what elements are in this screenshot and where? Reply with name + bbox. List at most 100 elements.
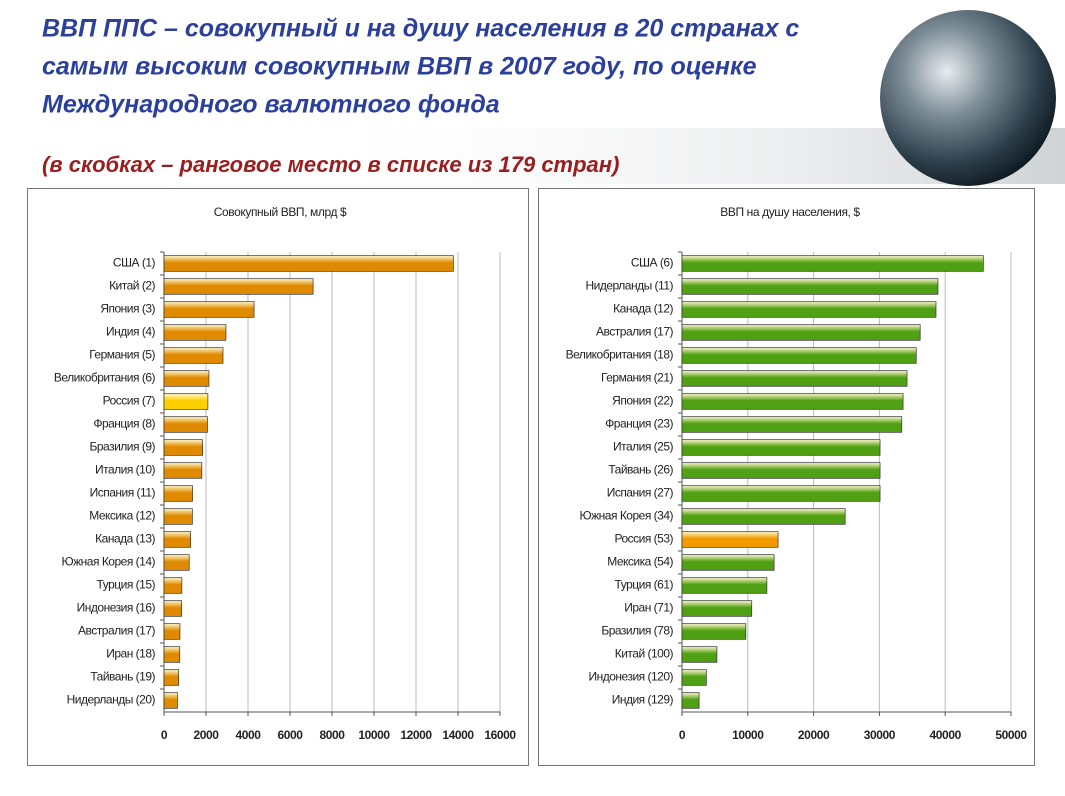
bar [163,278,314,295]
subtitle: (в скобках – ранговое место в списке из … [42,152,619,177]
bar [681,370,908,387]
bar [681,439,881,456]
y-tick-label: Южная Корея (34) [580,509,674,523]
globe [880,10,1056,186]
y-tick-label: Австралия (17) [78,624,155,638]
y-tick-label: Франция (23) [605,417,673,431]
y-tick-label: Канада (13) [95,532,155,546]
bar [681,278,939,295]
y-tick-label: Испания (27) [607,486,674,500]
bar [681,393,904,410]
y-tick-label: Мексика (12) [89,509,155,523]
bar [681,600,753,617]
y-tick-label: Бразилия (9) [90,440,156,454]
bar [163,508,193,525]
x-tick-label: 12000 [400,728,432,742]
bar [163,370,210,387]
bar [681,462,881,479]
y-tick-label: Китай (2) [109,279,155,293]
bar [681,531,779,548]
bar [163,623,181,640]
y-tick-label: Германия (5) [89,348,155,362]
bar [163,393,209,410]
bar [681,255,984,272]
y-tick-label: Австралия (17) [596,325,673,339]
bar [163,577,183,594]
y-tick-label: Турция (15) [97,578,156,592]
bar [681,623,747,640]
x-tick-label: 40000 [930,728,962,742]
y-tick-label: Индонезия (16) [77,601,156,615]
y-tick-label: Тайвань (26) [608,463,673,477]
y-tick-label: Турция (61) [615,578,674,592]
y-tick-label: Германия (21) [601,371,673,385]
y-tick-label: Мексика (54) [607,555,673,569]
y-tick-label: Бразилия (78) [601,624,673,638]
x-tick-label: 0 [679,728,686,742]
title-line: Международного валютного фонда [42,91,500,119]
y-tick-label: США (6) [631,256,674,270]
bar [681,416,903,433]
y-tick-label: Нидерланды (20) [67,693,156,707]
y-tick-label: Южная Корея (14) [62,555,156,569]
y-tick-label: США (1) [113,256,156,270]
bar [163,347,224,364]
bar [163,324,227,341]
x-tick-label: 20000 [798,728,830,742]
bar [681,485,881,502]
y-tick-label: Россия (53) [614,532,673,546]
plot-area [682,252,1011,712]
bar [681,554,775,571]
x-tick-label: 10000 [732,728,764,742]
x-tick-label: 50000 [995,728,1027,742]
bar [681,508,846,525]
title-line: ВВП ППС – совокупный и на душу населения… [42,15,799,43]
x-tick-label: 0 [161,728,168,742]
bar [681,347,917,364]
y-tick-label: Индия (129) [612,693,674,707]
bar [163,531,192,548]
bar [681,669,707,686]
bar [163,692,178,709]
x-tick-label: 10000 [358,728,390,742]
bar [681,301,937,318]
bar [163,255,454,272]
y-tick-label: Италия (25) [613,440,674,454]
y-tick-label: Франция (8) [93,417,155,431]
x-tick-label: 4000 [235,728,261,742]
bar [163,600,182,617]
x-tick-label: 6000 [277,728,303,742]
chart-title: Совокупный ВВП, млрд $ [214,205,347,219]
y-tick-label: Иран (18) [106,647,155,661]
chart-title: ВВП на душу населения, $ [720,205,860,219]
y-tick-label: Италия (10) [95,463,156,477]
bar [163,439,203,456]
x-tick-label: 16000 [484,728,516,742]
bar [681,577,768,594]
title-line: самым высоким совокупным ВВП в 2007 году… [42,53,757,81]
y-tick-label: Нидерланды (11) [585,279,673,293]
x-tick-label: 30000 [864,728,896,742]
y-tick-label: Индия (4) [106,325,155,339]
y-tick-label: Китай (100) [615,647,674,661]
bar [163,462,203,479]
bar [163,554,190,571]
y-tick-label: Япония (3) [100,302,155,316]
bar [681,646,718,663]
bar [681,692,700,709]
y-tick-label: Великобритания (18) [566,348,674,362]
y-tick-label: Тайвань (19) [90,670,155,684]
bar [163,485,193,502]
y-tick-label: Испания (11) [90,486,156,500]
bar [163,646,181,663]
y-tick-label: Индонезия (120) [588,670,673,684]
bar [163,416,208,433]
x-tick-label: 14000 [442,728,474,742]
y-tick-label: Канада (12) [613,302,673,316]
y-tick-label: Япония (22) [612,394,673,408]
y-tick-label: Иран (71) [624,601,673,615]
x-tick-label: 2000 [193,728,219,742]
x-tick-label: 8000 [319,728,345,742]
